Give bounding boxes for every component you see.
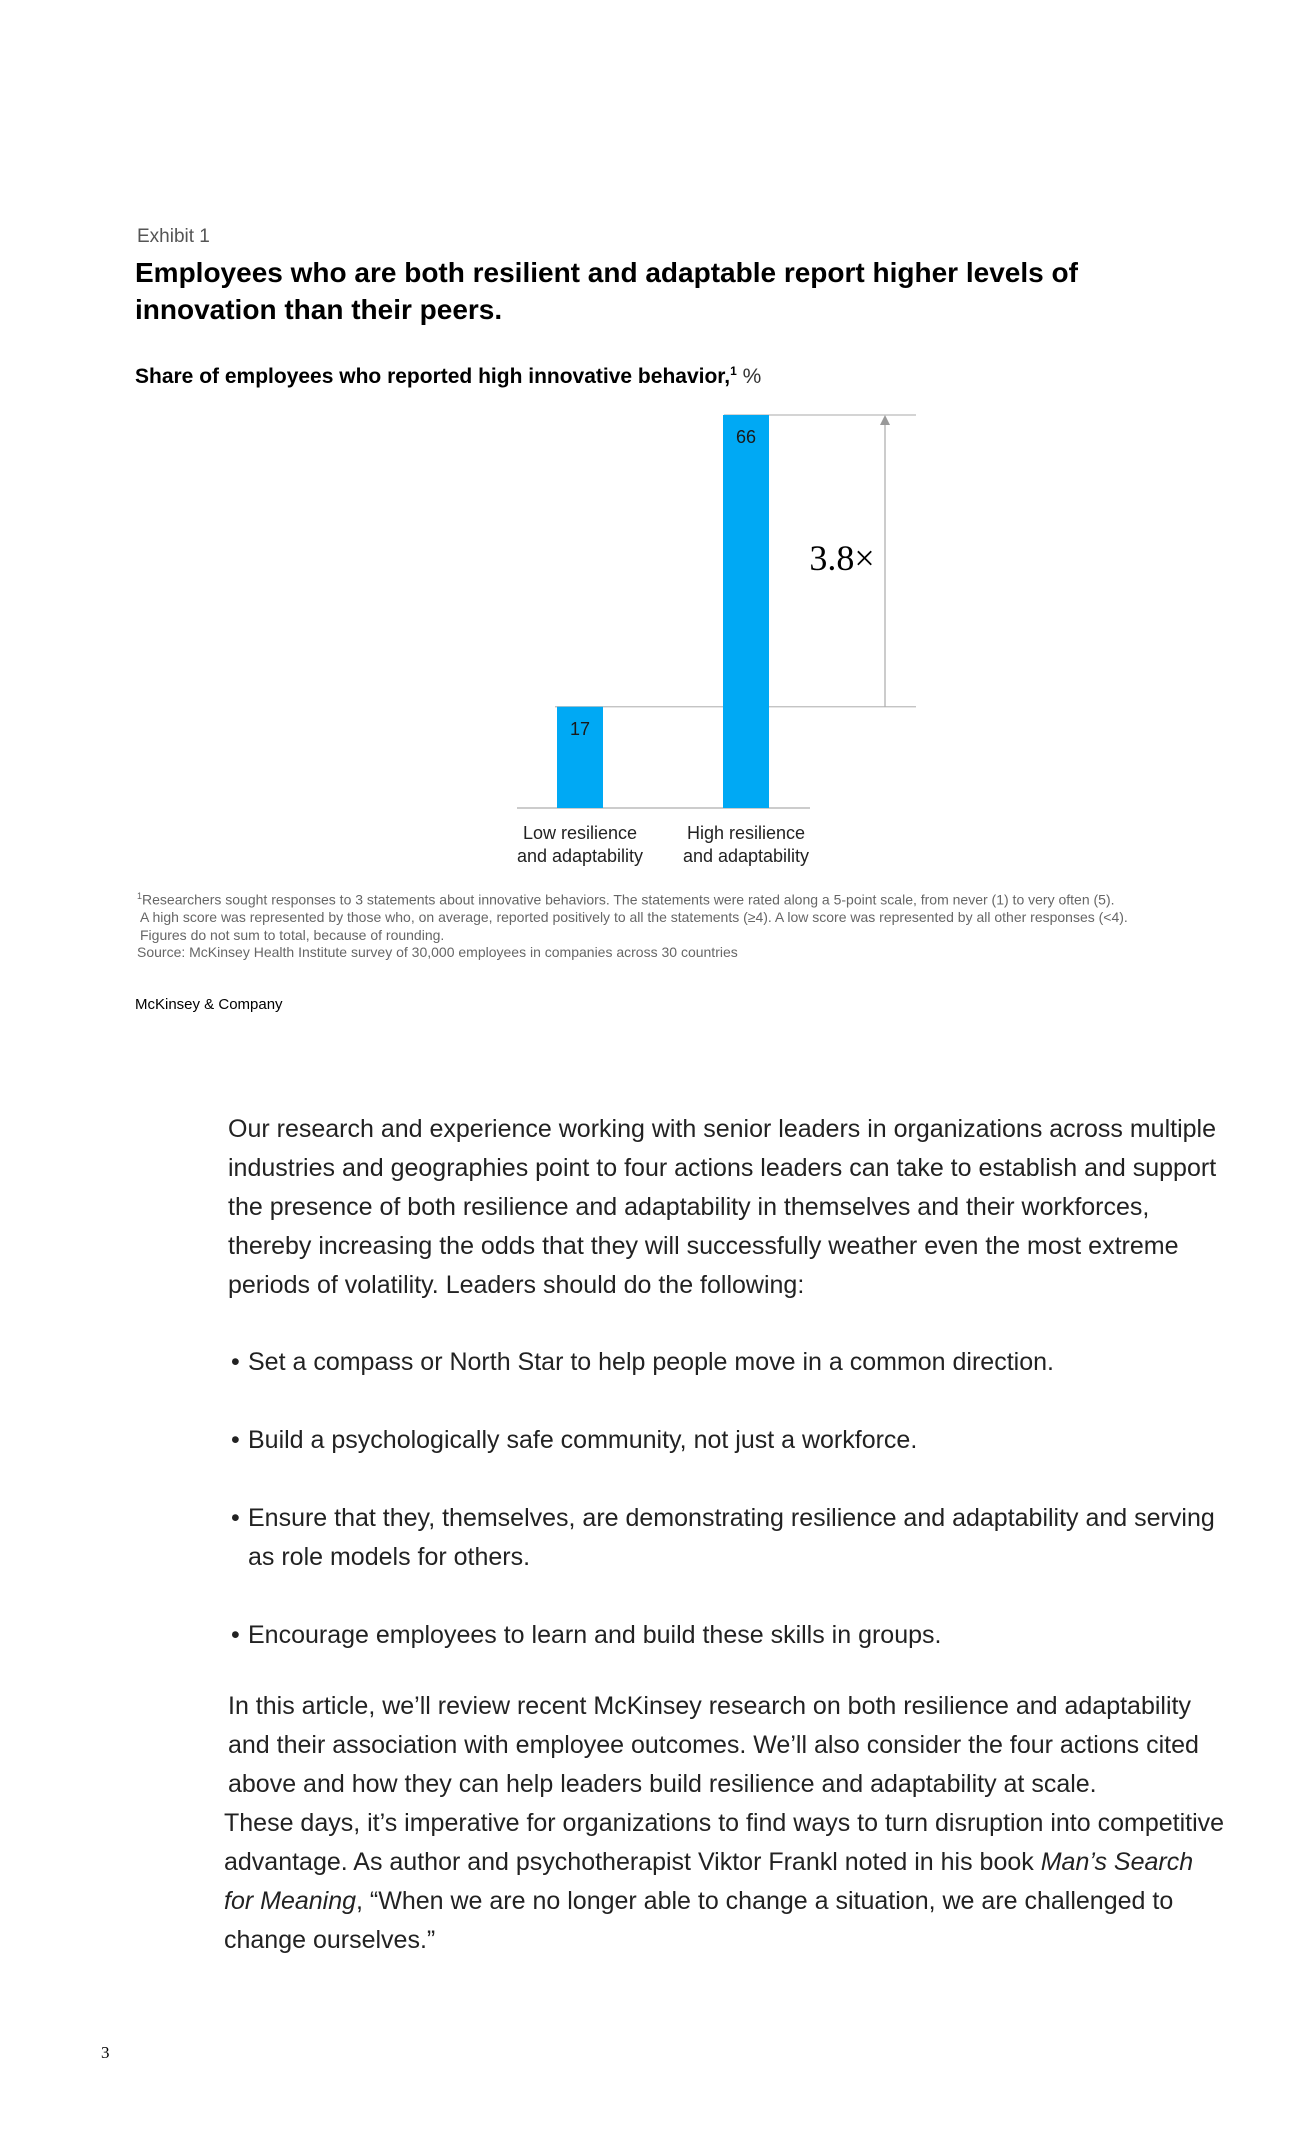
- bullet-icon: •: [231, 1621, 240, 1649]
- multiplier-label: 3.8×: [809, 538, 874, 578]
- chart-subtitle-unit: %: [736, 365, 762, 388]
- list-item: • Ensure that they, themselves, are demon…: [228, 1499, 1228, 1577]
- outro-paragraph-2: These days, it’s imperative for organiza…: [224, 1804, 1228, 1960]
- list-item-text: Encourage employees to learn and build t…: [248, 1621, 942, 1649]
- outro-text: These days, it’s imperative for organiza…: [224, 1809, 1225, 1876]
- arrow-up-icon: [880, 415, 890, 425]
- article-body: Our research and experience working with…: [224, 1110, 1228, 1960]
- footnote-1: 1Researchers sought responses to 3 state…: [137, 888, 1237, 909]
- bar-value-label: 66: [736, 427, 756, 447]
- list-item: • Set a compass or North Star to help peo…: [228, 1343, 1228, 1382]
- chart-subtitle: Share of employees who reported high inn…: [135, 364, 761, 389]
- book-title: Man’s Search for Meaning: [224, 1848, 1194, 1915]
- footnote-line-1: Researchers sought responses to 3 statem…: [142, 891, 1115, 908]
- exhibit-title: Employees who are both resilient and ada…: [135, 257, 1078, 325]
- bar: [723, 415, 769, 808]
- bullet-icon: •: [231, 1348, 240, 1376]
- bullet-icon: •: [231, 1504, 240, 1532]
- company-credit: McKinsey & Company: [135, 996, 283, 1013]
- intro-paragraph: Our research and experience working with…: [228, 1115, 1217, 1299]
- outro-quote: , “When we are no longer able to change …: [224, 1887, 1174, 1954]
- category-label: High resilience: [687, 823, 805, 843]
- action-list: • Set a compass or North Star to help peo…: [228, 1343, 1228, 1655]
- list-item-text: Ensure that they, themselves, are demons…: [248, 1504, 1215, 1571]
- list-item: • Build a psychologically safe community,…: [228, 1421, 1228, 1460]
- chart-subtitle-text: Share of employees who reported high inn…: [135, 365, 731, 388]
- footnote-line-2: A high score was represented by those wh…: [140, 909, 1128, 926]
- bullet-icon: •: [231, 1426, 240, 1454]
- chart-subtitle-footnote-ref: 1: [730, 364, 737, 378]
- category-label: and adaptability: [683, 846, 809, 866]
- list-item: • Encourage employees to learn and build …: [228, 1616, 1228, 1655]
- bar: [557, 706, 603, 808]
- footnote-line-3: Figures do not sum to total, because of …: [140, 926, 445, 943]
- category-label: and adaptability: [517, 846, 643, 866]
- category-label: Low resilience: [523, 823, 637, 843]
- exhibit-label: Exhibit 1: [137, 226, 210, 247]
- footnote-marker: 1: [137, 891, 143, 901]
- bar-value-label: 17: [570, 719, 590, 739]
- footnotes: 1Researchers sought responses to 3 state…: [137, 888, 1237, 962]
- page-number: 3: [101, 2043, 110, 2062]
- list-item-text: Set a compass or North Star to help peop…: [248, 1348, 1054, 1376]
- bar-chart: 17 Low resilience and adaptability 66 High r…: [517, 414, 916, 866]
- list-item-text: Build a psychologically safe community, …: [248, 1426, 918, 1454]
- outro-paragraph-1: In this article, we’ll review recent McK…: [228, 1692, 1199, 1798]
- source-note: Source: McKinsey Health Institute survey…: [137, 944, 738, 961]
